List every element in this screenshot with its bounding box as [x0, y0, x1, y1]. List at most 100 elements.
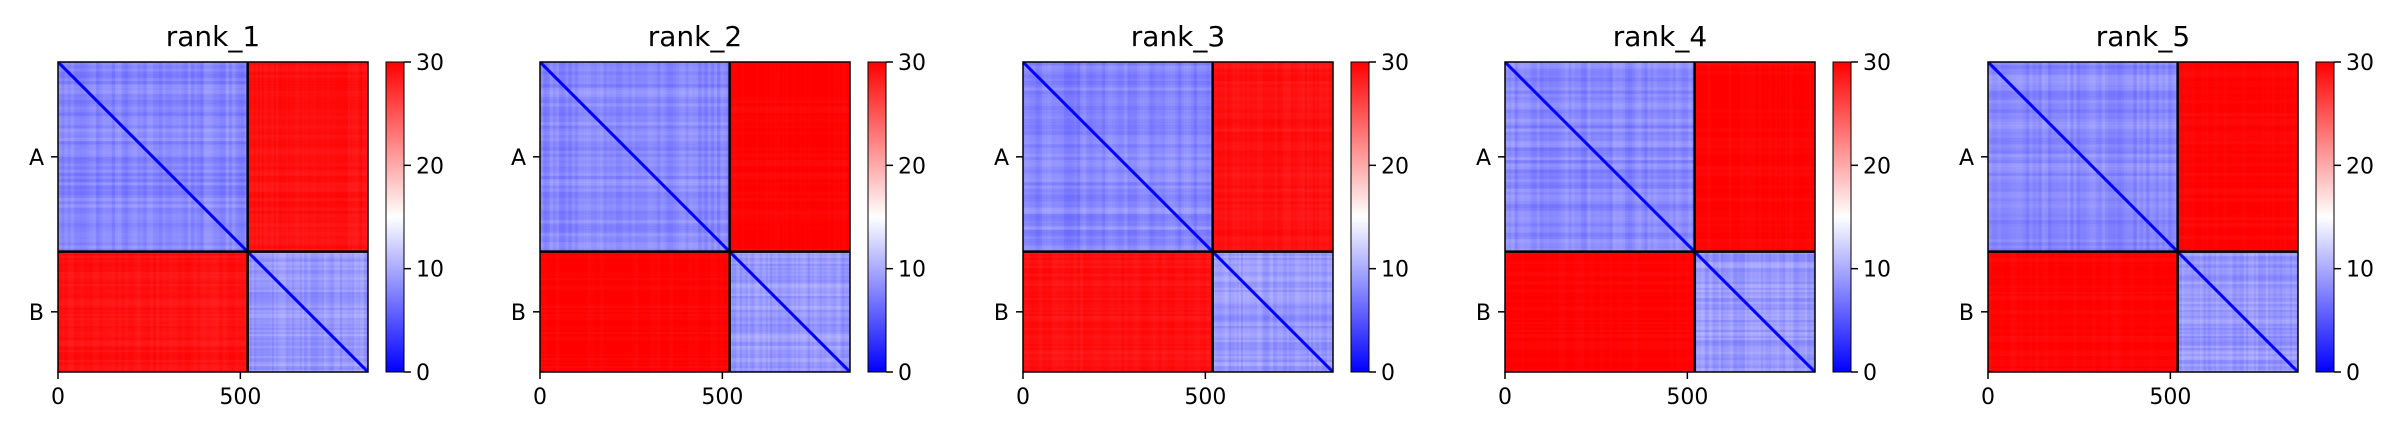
heatmap-band	[2177, 84, 2298, 88]
heatmap-band	[1041, 251, 1046, 372]
heatmap-band	[1023, 182, 1213, 186]
heatmap-band	[540, 299, 730, 303]
heatmap-band	[540, 80, 730, 85]
heatmap-band	[1023, 255, 1213, 259]
heatmap-band	[2177, 259, 2298, 263]
heatmap-band	[596, 62, 601, 252]
heatmap-band	[1505, 163, 1695, 167]
heatmap-band	[1328, 251, 1332, 372]
heatmap-band	[1023, 313, 1213, 317]
heatmap-band	[1988, 109, 2178, 114]
heatmap-band	[2235, 62, 2239, 252]
heatmap-band	[1988, 367, 2178, 371]
heatmap-band	[1023, 248, 1213, 253]
heatmap-band	[2279, 251, 2283, 372]
heatmap-band	[124, 251, 129, 372]
heatmap-band	[178, 62, 182, 252]
heatmap-band	[2177, 253, 2298, 257]
heatmap-band	[1694, 90, 1815, 95]
heatmap-band	[749, 62, 753, 252]
heatmap-band	[795, 62, 799, 252]
heatmap-band	[1023, 245, 1213, 249]
heatmap-band	[1720, 62, 1724, 252]
heatmap-band	[1587, 62, 1591, 252]
heatmap-band	[58, 343, 248, 347]
heatmap-band	[1505, 299, 1695, 303]
heatmap-band	[2245, 251, 2249, 372]
heatmap-band	[1988, 90, 2178, 95]
heatmap-band	[540, 343, 730, 347]
heatmap-band	[1694, 182, 1815, 186]
heatmap-band	[1212, 261, 1333, 265]
heatmap-band	[1988, 325, 2178, 329]
colorbar	[385, 61, 405, 373]
heatmap-band	[540, 251, 544, 372]
heatmap-band	[729, 185, 850, 189]
heatmap-band	[327, 62, 331, 252]
heatmap-band	[2275, 251, 2279, 372]
heatmap-band	[1023, 307, 1213, 311]
heatmap-band	[281, 62, 285, 252]
heatmap-band	[729, 331, 850, 335]
heatmap-band	[1546, 251, 1550, 372]
heatmap-band	[2177, 369, 2298, 372]
heatmap-band	[729, 223, 850, 227]
heatmap-band	[765, 62, 769, 252]
heatmap-band	[1768, 251, 1772, 372]
colorbar-tick-label: 30	[898, 51, 926, 76]
heatmap-band	[540, 93, 730, 98]
colorbar-tick-label: 0	[416, 361, 430, 386]
heatmap-band	[1505, 307, 1695, 311]
heatmap-band	[1130, 251, 1135, 372]
heatmap-band	[1750, 62, 1754, 252]
heatmap-band	[562, 62, 566, 252]
heatmap-band	[70, 251, 75, 372]
heatmap-band	[1023, 265, 1213, 269]
heatmap-band	[1023, 77, 1213, 82]
heatmap-band	[1212, 96, 1333, 101]
heatmap-band	[1694, 131, 1815, 136]
heatmap-band	[1988, 207, 2178, 212]
heatmap-band	[1023, 295, 1213, 299]
heatmap-band	[729, 62, 850, 66]
heatmap-band	[1298, 62, 1302, 252]
heatmap-band	[1171, 62, 1176, 252]
heatmap-band	[1298, 251, 1302, 372]
heatmap-band	[99, 251, 103, 372]
heatmap-band	[2243, 251, 2247, 372]
heatmap-band	[1988, 62, 1992, 252]
heatmap-band	[1212, 251, 1216, 372]
heatmap-band	[710, 251, 715, 372]
heatmap-band	[729, 235, 850, 240]
heatmap-band	[247, 343, 368, 347]
heatmap-band	[1694, 153, 1815, 158]
heatmap-band	[247, 90, 368, 95]
heatmap-band	[1694, 283, 1815, 287]
heatmap-band	[1628, 62, 1632, 252]
heatmap-band	[540, 106, 730, 110]
heatmap-band	[1722, 251, 1726, 372]
heatmap-band	[2193, 251, 2197, 372]
heatmap-band	[2201, 251, 2205, 372]
heatmap-band	[118, 251, 122, 372]
heatmap-band	[2289, 62, 2293, 252]
heatmap-band	[1988, 307, 2178, 311]
heatmap-band	[1276, 62, 1280, 252]
heatmap-band	[58, 301, 248, 305]
heatmap-band	[2177, 301, 2298, 305]
panel-title: rank_4	[1613, 20, 1707, 53]
heatmap-band	[1988, 333, 2178, 337]
heatmap-band	[247, 251, 251, 372]
heatmap-band	[1694, 216, 1815, 221]
heatmap-band	[1988, 141, 2178, 145]
heatmap-band	[283, 62, 287, 252]
heatmap-band	[729, 125, 850, 129]
heatmap-band	[1694, 259, 1815, 263]
heatmap-band	[187, 251, 192, 372]
heatmap-band	[1023, 303, 1213, 307]
heatmap-band	[1656, 62, 1661, 252]
heatmap-band	[729, 159, 850, 164]
heatmap-band	[1288, 251, 1292, 372]
heatmap-band	[171, 251, 176, 372]
heatmap-band	[729, 74, 850, 79]
